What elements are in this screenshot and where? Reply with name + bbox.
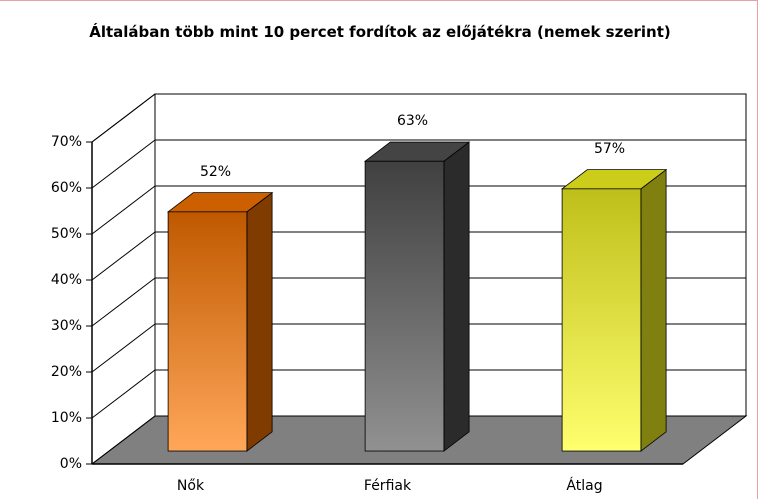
grid-line	[91, 323, 156, 373]
bar-side	[640, 168, 667, 452]
bar	[364, 160, 445, 452]
x-tick-label: Átlag	[566, 477, 602, 494]
bar	[561, 188, 642, 452]
bar-side	[443, 141, 470, 452]
y-tick-label: 70%	[51, 134, 82, 150]
grid-line	[91, 369, 156, 419]
grid-line	[91, 415, 156, 465]
grid-line	[91, 185, 156, 235]
y-tick-label: 50%	[51, 226, 82, 242]
bar-side	[246, 191, 273, 452]
y-tick-label: 40%	[51, 272, 82, 288]
y-tick-label: 60%	[51, 180, 82, 196]
value-label: 57%	[594, 141, 625, 157]
y-tick-label: 30%	[51, 318, 82, 334]
x-tick-label: Nők	[177, 478, 205, 494]
bar	[167, 211, 248, 452]
value-label: 52%	[200, 164, 231, 180]
y-tick-label: 10%	[51, 410, 82, 426]
value-label: 63%	[397, 113, 428, 129]
chart-title: Általában több mint 10 percet fordítok a…	[89, 23, 671, 41]
grid-line	[91, 139, 156, 189]
grid-line	[91, 93, 156, 143]
y-tick-label: 20%	[51, 364, 82, 380]
grid-line	[91, 231, 156, 281]
y-tick-label: 0%	[60, 456, 82, 472]
grid-line	[91, 277, 156, 327]
x-tick-label: Férfiak	[364, 478, 412, 494]
